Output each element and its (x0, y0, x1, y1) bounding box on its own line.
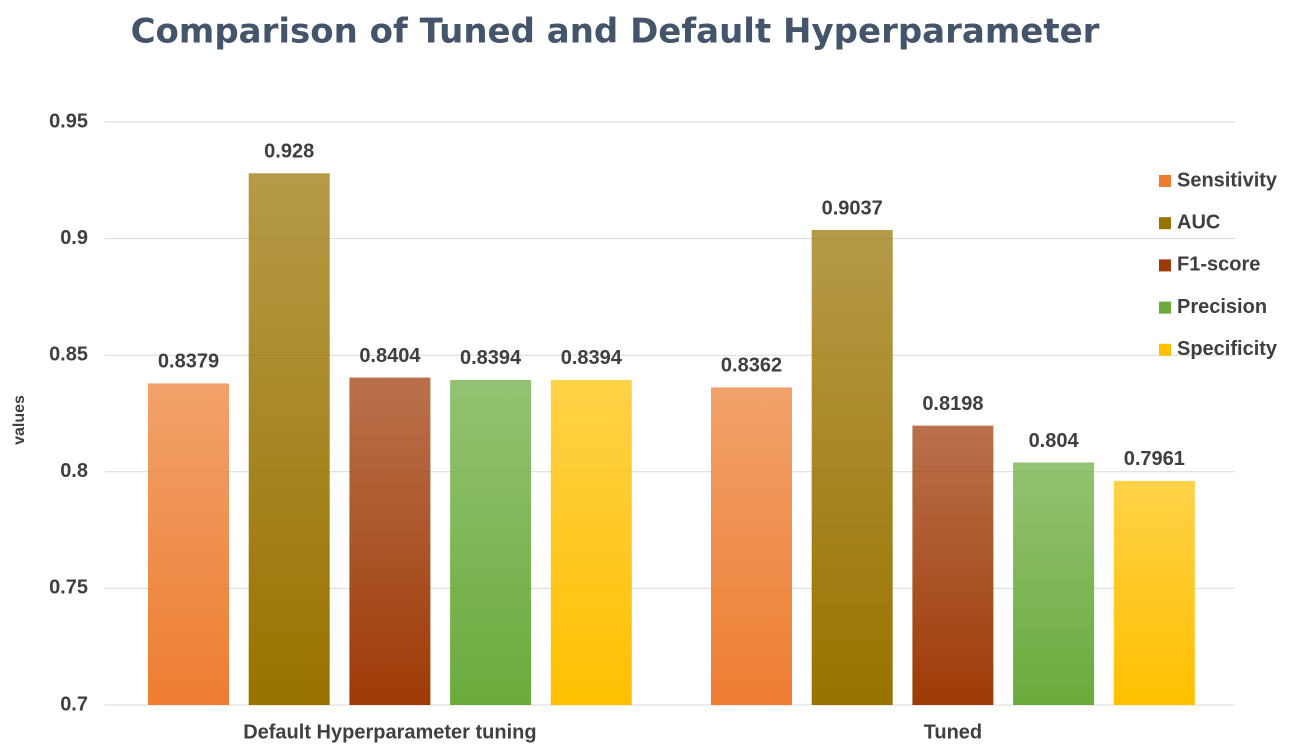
value-label: 0.8394 (460, 347, 522, 369)
legend-label: Precision (1177, 296, 1267, 318)
legend-swatch (1159, 343, 1171, 356)
legend-swatch (1159, 217, 1171, 230)
bar (148, 383, 229, 705)
value-label: 0.8394 (561, 347, 623, 369)
y-tick-label: 0.8 (60, 460, 88, 482)
value-label: 0.9037 (822, 197, 883, 219)
legend-label: F1-score (1177, 254, 1260, 276)
bar (711, 387, 792, 705)
bar (248, 173, 330, 705)
y-axis-title: values (11, 395, 28, 445)
value-label: 0.8362 (721, 355, 782, 377)
legend-swatch (1159, 175, 1171, 187)
y-tick-label: 0.85 (49, 343, 88, 365)
value-label: 0.928 (264, 141, 314, 163)
chart-title: Comparison of Tuned and Default Hyperpar… (131, 12, 1100, 52)
x-tick-label: Default Hyperparameter tuning (243, 721, 536, 743)
bar (450, 379, 532, 705)
value-label: 0.7961 (1124, 448, 1185, 470)
bar (912, 425, 994, 705)
legend-label: Sensitivity (1177, 169, 1278, 191)
legend-swatch (1159, 259, 1171, 272)
bar (1013, 462, 1095, 705)
value-label: 0.8198 (922, 393, 983, 415)
value-label: 0.8404 (359, 345, 421, 367)
legend-swatch (1159, 301, 1171, 314)
y-tick-label: 0.95 (49, 110, 88, 132)
y-tick-label: 0.7 (60, 693, 88, 715)
y-tick-label: 0.75 (49, 577, 88, 599)
bar (1113, 480, 1195, 705)
value-label: 0.8379 (158, 351, 219, 373)
value-label: 0.804 (1029, 430, 1080, 452)
legend-label: Specificity (1177, 338, 1278, 360)
bar (811, 229, 893, 705)
y-tick-label: 0.9 (60, 227, 88, 249)
bar (349, 377, 431, 705)
legend-label: AUC (1177, 211, 1220, 233)
bar (550, 379, 632, 705)
x-tick-label: Tuned (924, 721, 983, 743)
